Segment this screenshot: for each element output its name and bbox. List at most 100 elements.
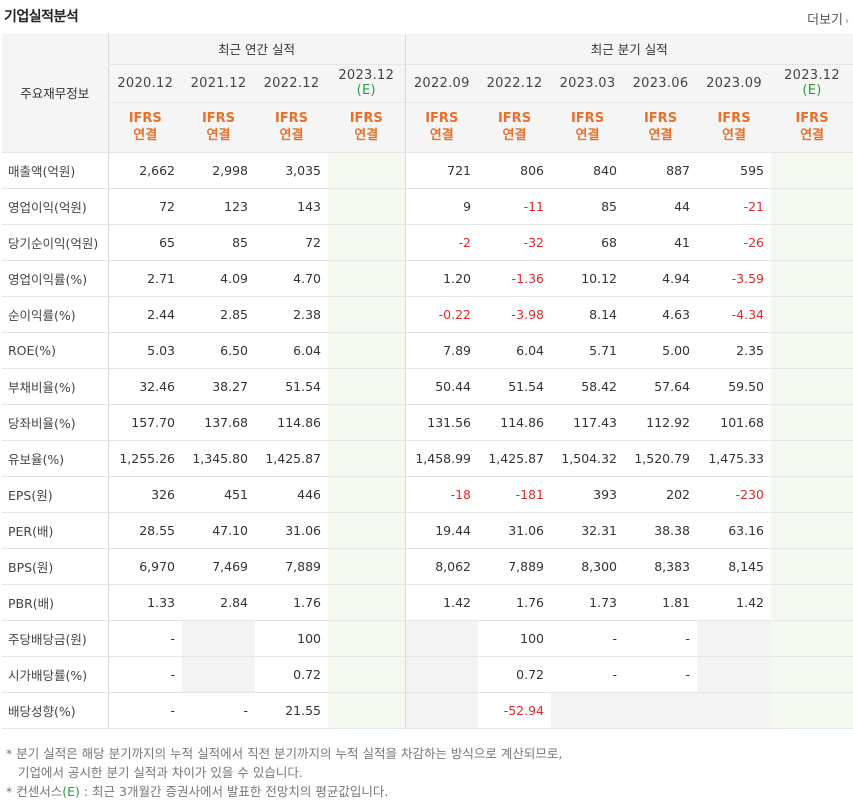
period-header: 2023.06 — [624, 64, 698, 103]
value-cell: 1,255.26 — [107, 440, 182, 477]
value-cell: 595 — [697, 152, 772, 189]
value-cell — [328, 296, 406, 333]
value-cell: 31.06 — [255, 512, 328, 549]
value-cell: 85 — [182, 224, 255, 261]
value-cell — [328, 188, 406, 225]
value-cell — [328, 404, 406, 441]
value-cell: 157.70 — [107, 404, 182, 441]
more-link[interactable]: 더보기 › — [807, 9, 849, 28]
value-cell: 32.46 — [107, 367, 182, 405]
ifrs-label: IFRS — [717, 111, 751, 126]
value-cell: 72 — [255, 224, 328, 261]
basis-label: 연결 — [648, 128, 673, 143]
footnote-2-label: * 컨센서스 — [6, 784, 63, 799]
value-cell — [328, 475, 406, 513]
period-label: 2023.09 — [706, 75, 762, 91]
accounting-basis: IFRS 연결 — [255, 102, 328, 153]
value-cell: 4.63 — [624, 296, 698, 333]
value-cell — [697, 656, 772, 693]
value-cell: -52.94 — [478, 692, 552, 729]
table-row: 부채비율(%) 32.46 38.27 51.54 50.44 51.54 58.42 57.… — [2, 367, 853, 405]
period-header: 2023.03 — [551, 64, 625, 103]
value-cell: 6.04 — [255, 332, 328, 369]
value-cell: -32 — [478, 224, 552, 261]
value-cell — [697, 619, 772, 657]
value-cell — [328, 656, 406, 693]
accounting-basis: IFRS 연결 — [478, 102, 552, 153]
value-cell — [182, 656, 255, 693]
more-label[interactable]: 더보기 — [807, 13, 843, 28]
value-cell: 114.86 — [478, 404, 552, 441]
value-cell: 100 — [255, 619, 328, 657]
value-cell: 58.42 — [551, 367, 625, 405]
table-row: 순이익률(%) 2.44 2.85 2.38 -0.22 -3.98 8.14 4.63 -4.… — [2, 296, 853, 333]
value-cell: - — [624, 619, 698, 657]
table-row: ROE(%) 5.03 6.50 6.04 7.89 6.04 5.71 5.00 2.35 — [2, 332, 853, 369]
value-cell: 38.27 — [182, 367, 255, 405]
accounting-basis: IFRS 연결 — [107, 102, 182, 153]
value-cell: 2.44 — [107, 296, 182, 333]
accounting-basis: IFRS 연결 — [551, 102, 625, 153]
estimate-mark: (E) — [802, 83, 822, 98]
footnote-2: * 컨센서스(E) : 최근 3개월간 증권사에서 발표한 전망치의 평균값입니… — [6, 782, 562, 801]
value-cell: 6.04 — [478, 332, 552, 369]
value-cell: 131.56 — [404, 404, 479, 441]
value-cell: -1.36 — [478, 259, 552, 297]
ifrs-label: IFRS — [274, 111, 309, 126]
period-label: 2021.12 — [190, 75, 247, 91]
value-cell: 721 — [404, 152, 479, 189]
value-cell: 63.16 — [697, 512, 772, 549]
value-cell — [328, 440, 406, 477]
value-cell: 28.55 — [107, 512, 182, 549]
value-cell: 51.54 — [478, 367, 552, 405]
footnote-2-text: : 최근 3개월간 증권사에서 발표한 전망치의 평균값입니다. — [79, 784, 389, 799]
value-cell: 7,889 — [255, 548, 328, 585]
value-cell: -3.59 — [697, 259, 772, 297]
basis-label: 연결 — [722, 128, 746, 143]
value-cell: 51.54 — [255, 367, 328, 405]
value-cell — [771, 152, 853, 189]
table-row: 당좌비율(%) 157.70 137.68 114.86 131.56 114.86 117… — [2, 404, 853, 441]
accounting-basis: IFRS 연결 — [328, 102, 406, 153]
period-header: 2023.12 (E) — [328, 64, 406, 103]
value-cell: 4.70 — [255, 259, 328, 297]
table-row: EPS(원) 326 451 446 -18 -181 393 202 -230 — [2, 475, 853, 513]
value-cell: -0.22 — [404, 296, 479, 333]
value-cell: 143 — [255, 188, 328, 225]
table-row: 주당배당금(원) -100 100- - — [2, 619, 853, 657]
basis-label: 연결 — [206, 128, 231, 143]
value-cell — [328, 367, 406, 405]
value-cell: 1,425.87 — [478, 440, 552, 477]
value-cell: 100 — [478, 619, 552, 657]
accounting-basis: IFRS 연결 — [404, 102, 479, 153]
footnote-1: * 분기 실적은 해당 분기까지의 누적 실적에서 직전 분기까지의 누적 실적… — [6, 746, 563, 761]
value-cell: 47.10 — [182, 512, 255, 549]
value-cell: 1.20 — [404, 259, 479, 297]
value-cell: 123 — [182, 188, 255, 225]
value-cell: 0.72 — [255, 656, 328, 693]
group-quarter: 최근 분기 실적 — [404, 34, 853, 65]
row-label: 영업이익(억원) — [2, 188, 108, 225]
period-label: 2023.12 — [338, 68, 395, 83]
value-cell: 112.92 — [624, 404, 698, 441]
value-cell: 2.35 — [697, 332, 772, 369]
row-label: 매출액(억원) — [2, 152, 108, 189]
footnote-1-cont: 기업에서 공시한 분기 실적과 차이가 있을 수 있습니다. — [18, 765, 303, 780]
value-cell — [771, 656, 853, 693]
table-row: 배당성향(%) - -21.55 -52.94 — [2, 692, 853, 729]
value-cell: 202 — [624, 475, 698, 513]
value-cell: 1.76 — [478, 584, 552, 621]
value-cell — [328, 224, 406, 261]
row-label: PBR(배) — [2, 584, 108, 621]
value-cell: -4.34 — [697, 296, 772, 333]
value-cell — [328, 332, 406, 369]
value-cell — [771, 296, 853, 333]
corner-label: 주요재무정보 — [2, 34, 108, 153]
value-cell: 1,520.79 — [624, 440, 698, 477]
value-cell: 137.68 — [182, 404, 255, 441]
row-label: 순이익률(%) — [2, 296, 108, 333]
value-cell: 2.85 — [182, 296, 255, 333]
value-cell: 0.72 — [478, 656, 552, 693]
value-cell: 8,300 — [551, 548, 625, 585]
basis-label: 연결 — [133, 128, 158, 143]
